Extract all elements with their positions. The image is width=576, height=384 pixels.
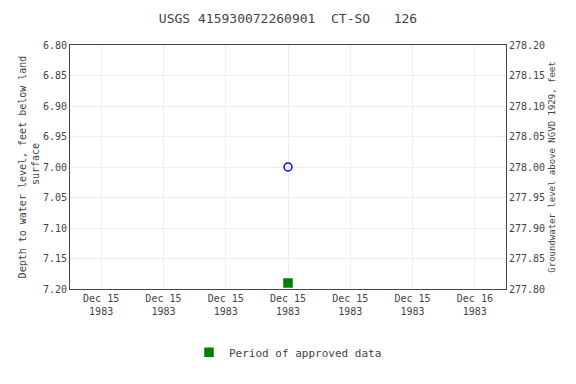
svg-text:Dec 151983: Dec 151983 [145, 293, 181, 317]
svg-text:277.80: 277.80 [509, 284, 545, 295]
svg-text:Dec 151983: Dec 151983 [332, 293, 368, 317]
svg-text:Groundwater level above NGVD 1: Groundwater level above NGVD 1929, feet [547, 61, 557, 272]
svg-text:7.05: 7.05 [43, 192, 67, 203]
svg-text:Dec 161983: Dec 161983 [457, 293, 493, 317]
svg-text:277.90: 277.90 [509, 223, 545, 234]
svg-text:7.20: 7.20 [43, 284, 67, 295]
svg-text:278.15: 278.15 [509, 70, 545, 81]
svg-text:7.10: 7.10 [43, 223, 67, 234]
svg-text:278.00: 278.00 [509, 162, 545, 173]
svg-text:6.85: 6.85 [43, 70, 67, 81]
svg-text:278.20: 278.20 [509, 40, 545, 51]
svg-text:Dec 151983: Dec 151983 [83, 293, 119, 317]
svg-text:7.15: 7.15 [43, 253, 67, 264]
svg-text:USGS 415930072260901 CT-SO: USGS 415930072260901 CT-SO 126 [159, 11, 417, 26]
svg-text:6.95: 6.95 [43, 131, 67, 142]
svg-text:7.00: 7.00 [43, 162, 67, 173]
svg-text:277.85: 277.85 [509, 253, 545, 264]
svg-text:Depth to water level, feet bel: Depth to water level, feet below land su… [17, 56, 41, 279]
svg-text:6.90: 6.90 [43, 101, 67, 112]
svg-text:6.80: 6.80 [43, 40, 67, 51]
svg-text:277.95: 277.95 [509, 192, 545, 203]
svg-text:278.05: 278.05 [509, 131, 545, 142]
svg-text:Dec 151983: Dec 151983 [395, 293, 431, 317]
svg-text:278.10: 278.10 [509, 101, 545, 112]
svg-text:Dec 151983: Dec 151983 [270, 293, 306, 317]
svg-text:Period of approved data: Period of approved data [229, 347, 381, 360]
svg-text:Dec 151983: Dec 151983 [208, 293, 244, 317]
